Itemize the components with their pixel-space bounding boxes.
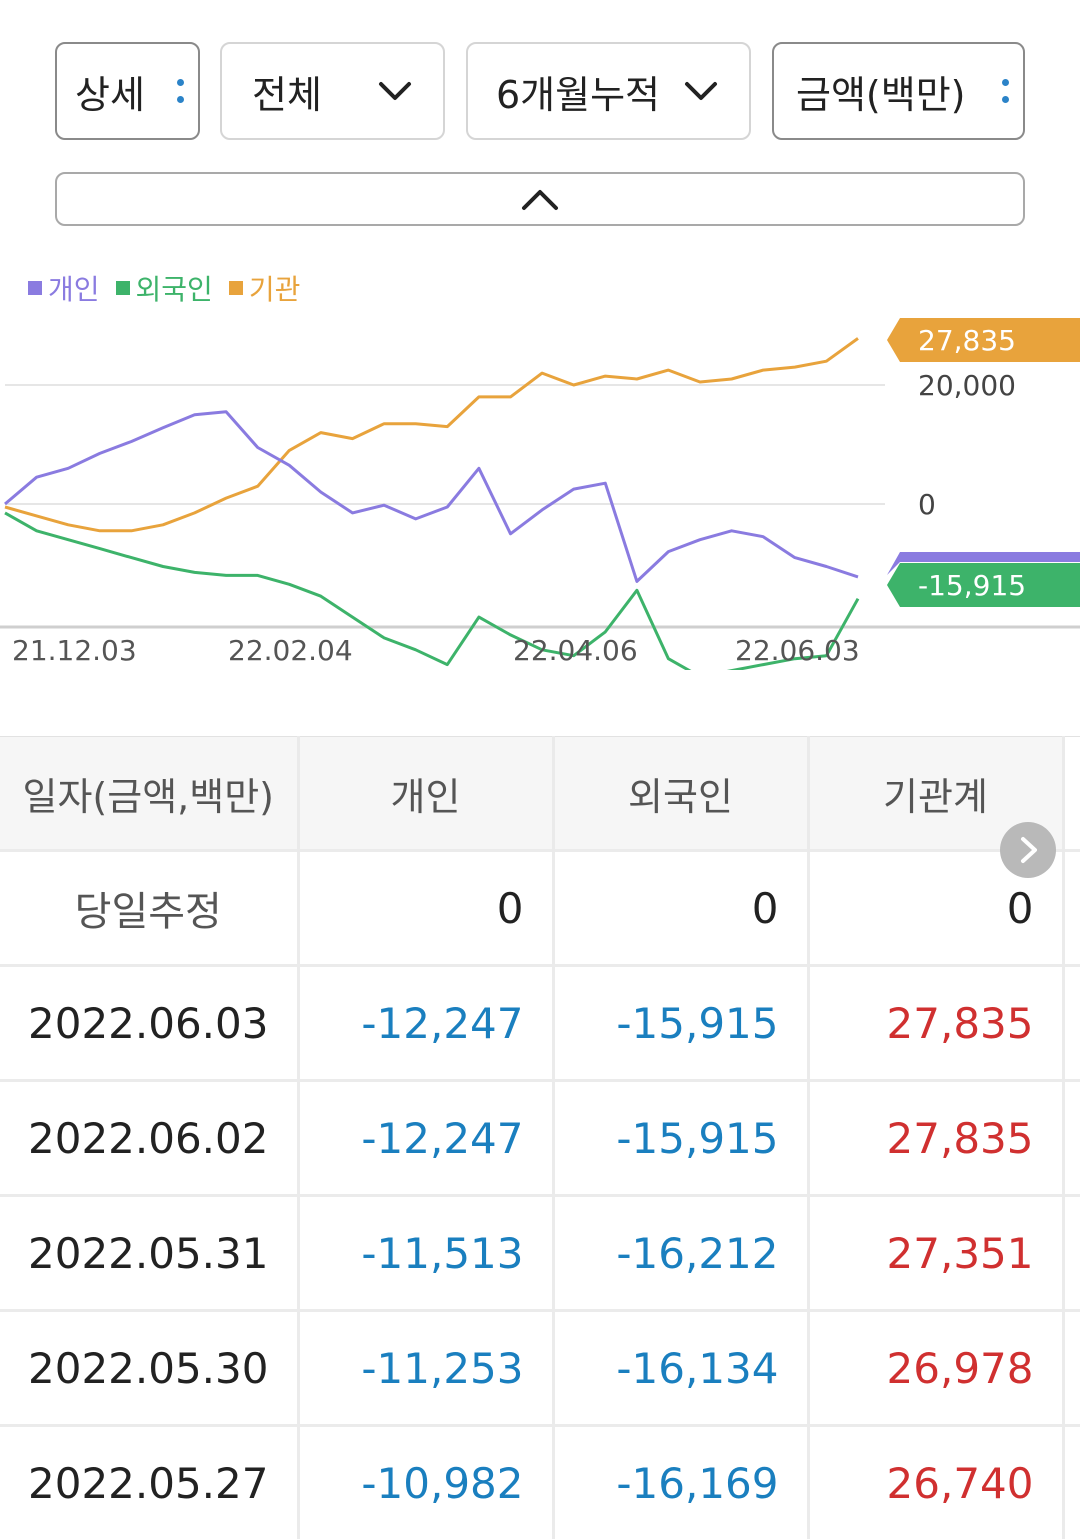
- cell-individual: -12,247: [298, 1081, 553, 1196]
- detail-select[interactable]: 상세: [55, 42, 200, 140]
- cell-individual: -10,982: [298, 1426, 553, 1539]
- legend-swatch: [28, 281, 42, 295]
- cell-stub: [1063, 1311, 1080, 1426]
- col-header-more: [1063, 737, 1080, 851]
- col-header-individual: 개인: [298, 737, 553, 851]
- chevron-down-icon: [375, 71, 415, 111]
- cell-date: 2022.05.30: [0, 1311, 298, 1426]
- cell-institution: 26,978: [808, 1311, 1063, 1426]
- cell-stub: [1063, 1081, 1080, 1196]
- x-tick-label: 22.02.04: [228, 634, 353, 667]
- cell-institution: 27,835: [808, 966, 1063, 1081]
- table-row: 2022.05.27 -10,982 -16,169 26,740: [0, 1426, 1080, 1539]
- cell-institution: 27,351: [808, 1196, 1063, 1311]
- unit-select[interactable]: 금액(백만): [772, 42, 1025, 140]
- table-row: 2022.05.30 -11,253 -16,134 26,978: [0, 1311, 1080, 1426]
- unit-label: 금액(백만): [796, 64, 966, 119]
- x-tick-label: 22.06.03: [735, 634, 860, 667]
- cell-date: 2022.06.02: [0, 1081, 298, 1196]
- scope-select[interactable]: 전체: [220, 42, 445, 140]
- cell-individual: 0: [298, 851, 553, 966]
- investor-trade-table: 일자(금액,백만) 개인 외국인 기관계 당일추정 0 0 0 2022.06.…: [0, 736, 1080, 1539]
- cell-date: 2022.05.31: [0, 1196, 298, 1311]
- cell-institution: 26,740: [808, 1426, 1063, 1539]
- table-header-row: 일자(금액,백만) 개인 외국인 기관계: [0, 737, 1080, 851]
- more-dots-icon: [177, 79, 184, 103]
- series-line-institution: [5, 338, 858, 530]
- y-tick-label: 0: [918, 488, 936, 521]
- period-label: 6개월누적: [496, 64, 660, 119]
- cell-date: 당일추정: [0, 851, 298, 966]
- chevron-right-icon: [1015, 835, 1041, 865]
- table-row: 2022.06.03 -12,247 -15,915 27,835: [0, 966, 1080, 1081]
- cell-stub: [1063, 1196, 1080, 1311]
- cell-foreigner: -15,915: [553, 1081, 808, 1196]
- cell-foreigner: 0: [553, 851, 808, 966]
- cell-foreigner: -16,169: [553, 1426, 808, 1539]
- cell-foreigner: -15,915: [553, 966, 808, 1081]
- table-row: 2022.06.02 -12,247 -15,915 27,835: [0, 1081, 1080, 1196]
- period-select[interactable]: 6개월누적: [466, 42, 751, 140]
- series-line-individual: [5, 412, 858, 582]
- cell-foreigner: -16,212: [553, 1196, 808, 1311]
- chevron-down-icon: [681, 71, 721, 111]
- collapse-chart-button[interactable]: [55, 172, 1025, 226]
- detail-label: 상세: [75, 64, 145, 119]
- legend-swatch: [116, 281, 130, 295]
- chevron-up-icon: [520, 186, 560, 212]
- scope-label: 전체: [252, 64, 322, 119]
- cell-stub: [1063, 851, 1080, 966]
- cell-individual: -11,513: [298, 1196, 553, 1311]
- table-row: 2022.05.31 -11,513 -16,212 27,351: [0, 1196, 1080, 1311]
- cell-date: 2022.06.03: [0, 966, 298, 1081]
- y-tick-label: 20,000: [918, 369, 1016, 402]
- cell-stub: [1063, 1426, 1080, 1539]
- x-tick-label: 21.12.03: [12, 634, 137, 667]
- cell-date: 2022.05.27: [0, 1426, 298, 1539]
- x-tick-label: 22.04.06: [513, 634, 638, 667]
- legend-swatch: [229, 281, 243, 295]
- scroll-right-button[interactable]: [1000, 822, 1056, 878]
- table-row-estimate: 당일추정 0 0 0: [0, 851, 1080, 966]
- investor-trend-chart: 20,000 0 27,835 -15,915 21.12.03 22.02.0…: [0, 300, 1080, 670]
- cell-foreigner: -16,134: [553, 1311, 808, 1426]
- cell-individual: -11,253: [298, 1311, 553, 1426]
- cell-stub: [1063, 966, 1080, 1081]
- col-header-date: 일자(금액,백만): [0, 737, 298, 851]
- more-dots-icon: [1002, 79, 1009, 103]
- end-label-foreigner: -15,915: [918, 569, 1026, 602]
- col-header-foreigner: 외국인: [553, 737, 808, 851]
- end-label-institution: 27,835: [918, 324, 1016, 357]
- cell-institution: 27,835: [808, 1081, 1063, 1196]
- cell-individual: -12,247: [298, 966, 553, 1081]
